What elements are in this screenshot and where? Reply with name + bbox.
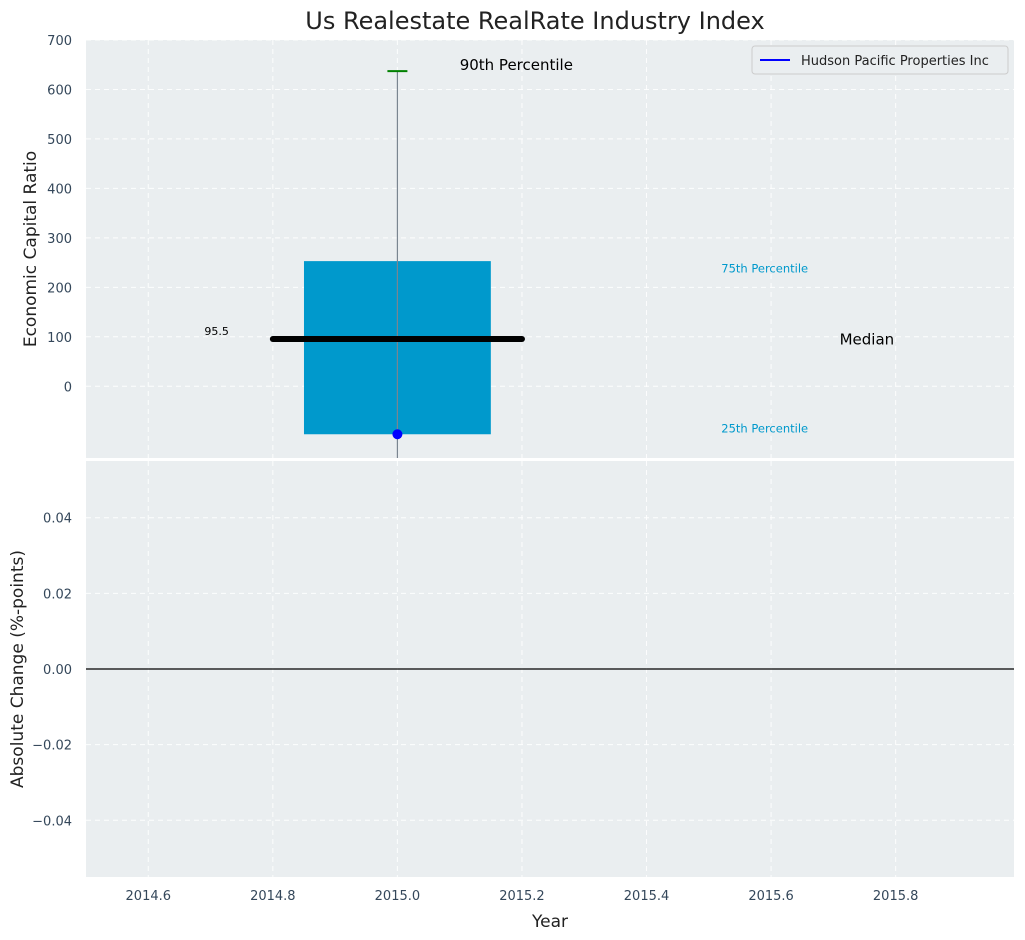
top-panel-y-ticks: 0 100 200 300 400 500 600 700	[47, 34, 72, 395]
x-tick-label-4: 2015.4	[624, 889, 670, 904]
bottom-y-axis-label: Absolute Change (%-points)	[8, 550, 28, 788]
bottom-panel-x-ticks: 2014.6 2014.8 2015.0 2015.2 2015.4 2015.6 2015…	[126, 889, 919, 904]
top-y-tick-label-1: 100	[47, 331, 72, 346]
series-point-hudson-pacific-0	[392, 429, 403, 440]
annotation-p25: 25th Percentile	[721, 421, 808, 435]
top-y-tick-label-5: 500	[47, 133, 72, 148]
bottom-y-tick-label-2: 0.00	[43, 663, 72, 678]
x-tick-label-3: 2015.2	[499, 889, 545, 904]
chart-title: Us Realestate RealRate Industry Index	[305, 7, 764, 35]
annotation-p75: 75th Percentile	[721, 262, 808, 276]
top-y-axis-label: Economic Capital Ratio	[21, 151, 41, 347]
legend: Hudson Pacific Properties Inc	[751, 45, 1009, 75]
top-y-tick-label-2: 200	[47, 281, 72, 296]
top-panel-background	[86, 40, 1014, 458]
top-y-tick-label-0: 0	[64, 380, 72, 395]
bottom-y-tick-label-4: 0.04	[43, 512, 72, 527]
top-y-tick-label-3: 300	[47, 232, 72, 247]
x-tick-label-2: 2015.0	[375, 889, 421, 904]
top-panel-grid	[86, 39, 1014, 458]
top-y-tick-label-4: 400	[47, 182, 72, 197]
top-panel-content: 90th Percentile 75th Percentile Median 25th…	[204, 56, 894, 458]
annotation-median: Median	[840, 331, 895, 349]
annotation-median-value: 95.5	[204, 325, 229, 338]
x-axis-label: Year	[531, 912, 568, 932]
top-y-tick-label-6: 600	[47, 83, 72, 98]
bottom-y-tick-label-1: −0.02	[32, 739, 72, 754]
x-tick-label-6: 2015.8	[873, 889, 919, 904]
top-y-tick-label-7: 700	[47, 34, 72, 49]
bottom-y-tick-label-3: 0.02	[43, 587, 72, 602]
bottom-y-tick-label-0: −0.04	[32, 814, 72, 829]
x-tick-label-1: 2014.8	[250, 889, 296, 904]
legend-entry-hudson-pacific: Hudson Pacific Properties Inc	[801, 54, 989, 69]
x-tick-label-5: 2015.6	[748, 889, 794, 904]
bottom-panel-y-ticks: −0.04 −0.02 0.00 0.02 0.04	[32, 512, 72, 830]
annotation-p90: 90th Percentile	[460, 56, 573, 74]
x-tick-label-0: 2014.6	[126, 889, 172, 904]
legend-box	[751, 45, 1009, 75]
